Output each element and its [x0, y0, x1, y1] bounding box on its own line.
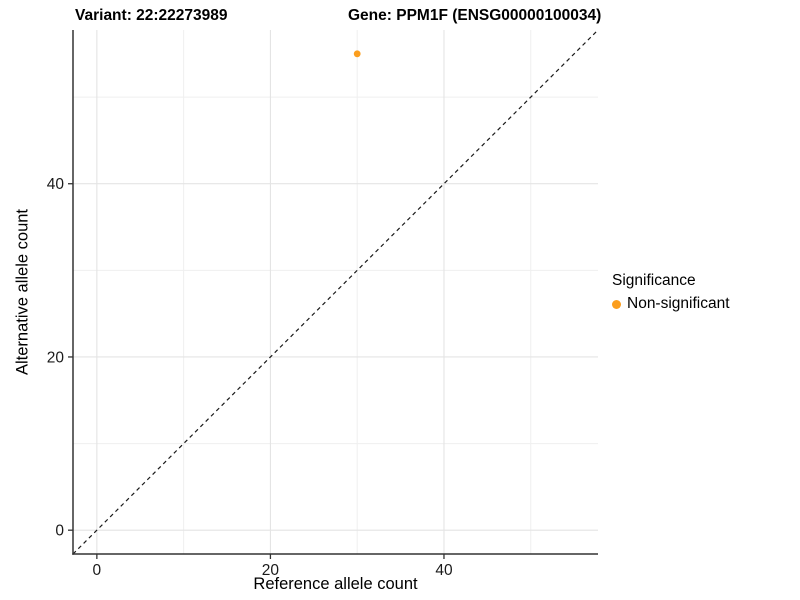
gene-title: Gene: PPM1F (ENSG00000100034)	[348, 7, 602, 24]
x-tick-label: 0	[93, 562, 102, 579]
legend: Significance Non-significant	[612, 272, 730, 313]
y-tick-label: 40	[47, 176, 65, 193]
identity-line	[72, 29, 599, 555]
data-point	[353, 50, 361, 58]
legend-entry: Non-significant	[612, 295, 730, 313]
y-tick-label: 0	[55, 523, 64, 540]
x-axis-title: Reference allele count	[253, 575, 418, 593]
x-tick-label: 40	[435, 562, 453, 579]
variant-title: Variant: 22:22273989	[75, 7, 228, 24]
x-tick-label: 20	[262, 562, 280, 579]
legend-title: Significance	[612, 272, 696, 289]
non-significant-dot-icon	[612, 299, 621, 309]
y-axis-title: Alternative allele count	[13, 208, 32, 376]
legend-entry-label: Non-significant	[627, 295, 730, 312]
y-tick-label: 20	[47, 349, 65, 366]
